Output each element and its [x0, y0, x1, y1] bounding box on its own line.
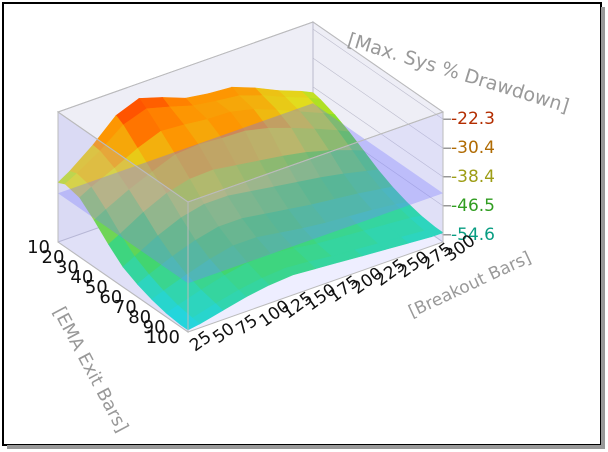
x-tick-label: 100	[146, 327, 180, 348]
top-edge	[56, 21, 445, 203]
plot: -22.3 -30.4 -38.4 -46.5 -54.6	[56, 21, 495, 333]
grid-line	[312, 57, 444, 149]
frame-shadow	[601, 7, 605, 447]
frame-shadow	[7, 445, 605, 449]
z-tick-label: -22.3	[451, 109, 495, 129]
x-tick-label: 90	[143, 317, 166, 338]
grid-line	[312, 86, 444, 178]
z-tick-label: -46.5	[451, 196, 495, 216]
x-tick-label: 70	[114, 297, 137, 318]
x-tick-label: 40	[70, 267, 93, 288]
x-tick-label: 80	[128, 307, 151, 328]
x-tick-label: 20	[42, 247, 65, 268]
x-tick-label: 30	[56, 257, 79, 278]
reference-plane	[58, 103, 443, 284]
z-tick-label: -54.6	[451, 225, 495, 245]
x-tick-label: 50	[85, 277, 108, 298]
z-tick-label: -30.4	[451, 138, 495, 158]
x-tick-label: 10	[27, 237, 50, 258]
x-tick-label: 60	[99, 287, 122, 308]
grid-line	[312, 28, 444, 120]
z-tick-label: -38.4	[451, 167, 495, 187]
surface-cell	[180, 317, 201, 331]
